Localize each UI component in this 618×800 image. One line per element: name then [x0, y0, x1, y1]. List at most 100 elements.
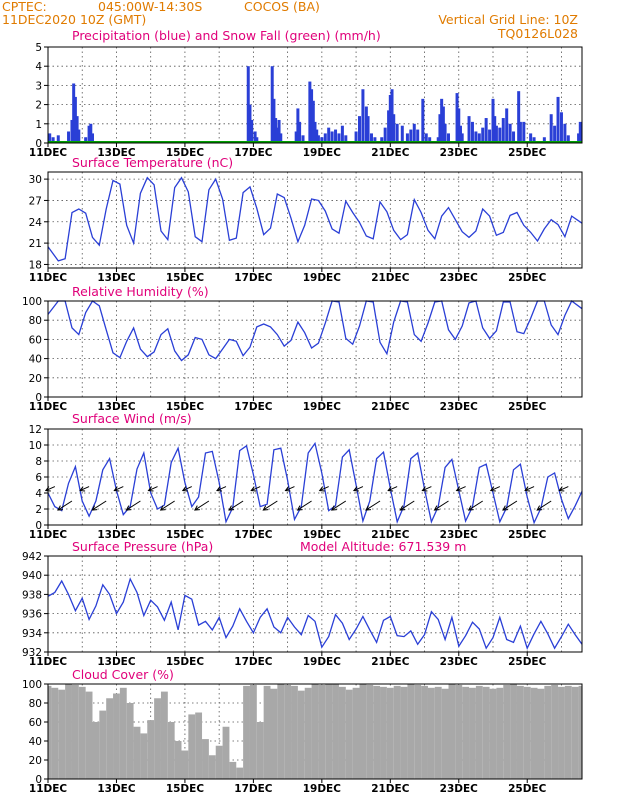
- cloud-cover-bar: [78, 686, 86, 779]
- precip-bar: [470, 121, 474, 143]
- wind-arrow: [148, 486, 158, 492]
- y-tick-label: 1: [35, 119, 42, 131]
- wind-arrow-head: [194, 505, 200, 511]
- precip-bar: [474, 131, 478, 143]
- precip-bar: [316, 135, 320, 143]
- plot-frame: [47, 555, 583, 653]
- cloud-cover-bar: [338, 686, 346, 779]
- x-tick-label: 11DEC: [29, 272, 68, 284]
- precip-bar: [455, 93, 459, 143]
- y-tick-label: 942: [22, 551, 42, 563]
- cloud-cover-bar: [537, 688, 545, 779]
- precip-bar: [315, 129, 319, 143]
- wind-arrow: [387, 486, 398, 492]
- y-tick-label: 0: [35, 392, 42, 404]
- cloud-cover-bar: [181, 750, 189, 779]
- y-tick-label: 20: [29, 373, 42, 385]
- cloud-cover-bar: [71, 684, 79, 779]
- precip-bar: [296, 108, 300, 143]
- wind-arrow: [524, 486, 535, 492]
- y-tick-label: 8: [35, 456, 42, 468]
- cloud-cover-bar: [462, 686, 470, 779]
- cloud-cover-bar: [51, 687, 59, 779]
- x-tick-label: 25DEC: [508, 656, 547, 668]
- y-tick-label: 40: [29, 736, 42, 748]
- wind-arrow-head: [455, 486, 462, 492]
- plot-frame: [47, 428, 583, 526]
- precip-bar: [330, 131, 334, 143]
- precip-bar: [559, 112, 563, 143]
- precip-bar: [512, 131, 516, 143]
- wind-arrow: [353, 486, 364, 492]
- y-tick-label: 938: [22, 589, 42, 601]
- wind-arrow: [490, 486, 501, 492]
- wind-arrow: [502, 500, 518, 511]
- wind-arrow-head: [216, 486, 223, 492]
- precip-bar: [563, 123, 567, 143]
- y-tick-label: 932: [22, 647, 42, 659]
- wind-arrow: [468, 500, 484, 511]
- panel-cloud-cover: Cloud Cover (%) 0 20 40 60 80 100 11DEC 13DEC 15…: [22, 667, 583, 795]
- y-tick-label: 60: [29, 717, 42, 729]
- y-tick-label: 5: [35, 42, 42, 54]
- cloud-cover-bar: [421, 685, 428, 779]
- wind-arrow: [422, 486, 432, 492]
- x-tick-label: 25DEC: [508, 147, 547, 159]
- y-tick-label: 6: [35, 472, 42, 484]
- y-tick-label: 934: [22, 628, 42, 640]
- cloud-cover-bar: [510, 684, 517, 779]
- precip-bar: [553, 125, 557, 143]
- y-tick-label: 60: [29, 334, 42, 346]
- precip-bar: [388, 95, 392, 143]
- cloud-cover-bar: [455, 684, 463, 779]
- precip-bar: [277, 119, 281, 143]
- precip-bar: [310, 89, 314, 143]
- wind-arrow-head: [296, 505, 303, 511]
- x-tick-label: 17DEC: [234, 272, 273, 284]
- x-tick-label: 19DEC: [303, 147, 342, 159]
- x-tick-label: 23DEC: [440, 272, 479, 284]
- cloud-cover-bar: [277, 684, 285, 779]
- wind-arrow: [91, 500, 107, 511]
- wind-arrow-head: [250, 486, 257, 492]
- precip-bar: [491, 98, 495, 143]
- x-tick-label: 25DEC: [508, 401, 547, 413]
- panel-temperature: Surface Temperature (nC) 18 21 24 27 30 11DEC…: [29, 155, 583, 284]
- header-grid-note: Vertical Grid Line: 10Z: [438, 12, 578, 27]
- x-tick-label: 13DEC: [97, 783, 136, 795]
- precipitation-title: Precipitation (blue) and Snow Fall (gree…: [72, 28, 381, 43]
- cloud-cover-bar: [222, 726, 230, 779]
- x-tick-label: 11DEC: [29, 147, 68, 159]
- precip-bar: [578, 121, 582, 143]
- cloud-cover-bar: [284, 684, 292, 779]
- wind-arrow-head: [421, 486, 428, 492]
- y-tick-label: 12: [29, 424, 42, 436]
- wind-arrow: [126, 500, 141, 511]
- wind-arrow-head: [57, 505, 63, 511]
- precip-bar: [532, 137, 536, 143]
- precip-bar: [358, 116, 361, 143]
- wind-arrow-head: [558, 486, 565, 492]
- precip-bar: [438, 114, 442, 143]
- precip-bar: [344, 135, 348, 143]
- wind-arrow: [228, 500, 244, 511]
- cloud-cover-bar: [188, 714, 196, 779]
- precip-bar: [253, 131, 257, 143]
- cloud-cover-bar: [249, 684, 257, 779]
- wind-arrow-head: [228, 505, 235, 511]
- y-tick-label: 21: [29, 238, 42, 250]
- y-tick-label: 100: [22, 679, 42, 691]
- series-line: [47, 577, 583, 650]
- cloud-cover-bar: [359, 684, 367, 779]
- wind-arrow: [182, 486, 192, 492]
- x-tick-label: 11DEC: [29, 401, 68, 413]
- wind-arrow-head: [330, 505, 337, 511]
- cloud-cover-bar: [256, 722, 264, 779]
- precip-bar: [577, 133, 581, 143]
- y-tick-label: 4: [35, 61, 42, 73]
- precip-bar: [320, 137, 324, 143]
- precip-bar: [270, 66, 274, 143]
- cloud-cover-bar: [318, 684, 326, 779]
- precip-bar: [441, 106, 445, 143]
- cloud-cover-bar: [147, 720, 155, 779]
